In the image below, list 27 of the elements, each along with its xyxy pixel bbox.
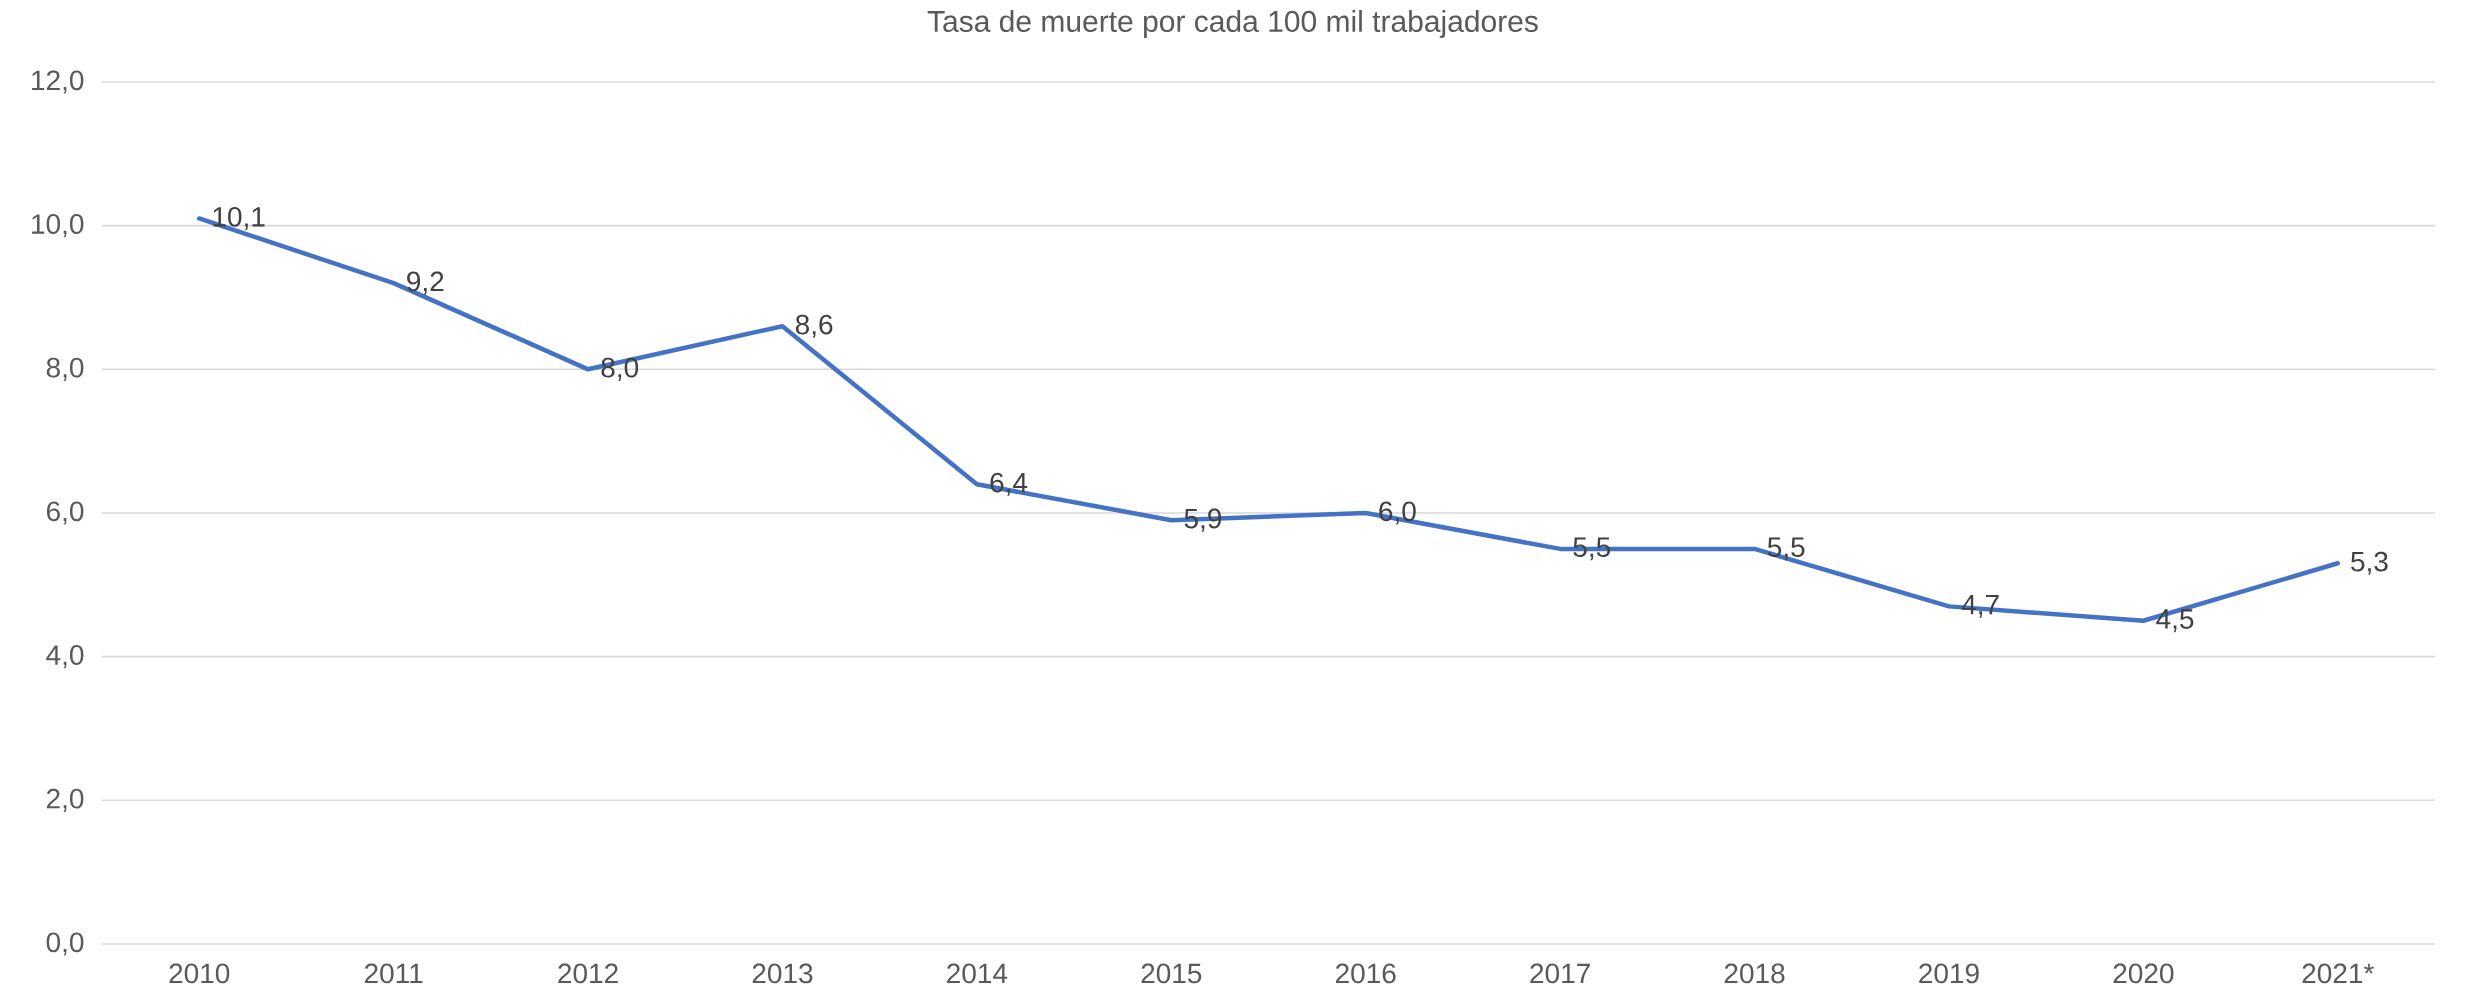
y-tick-label: 6,0 [46,501,84,525]
x-tick-label: 2010 [169,963,230,984]
data-label: 8,6 [795,314,833,338]
y-tick-label: 0,0 [46,932,84,956]
data-label: 5,3 [2351,551,2388,575]
chart-title: Tasa de muerte por cada 100 mil trabajadores [927,10,1538,38]
y-tick-label: 4,0 [46,645,84,669]
y-tick-label: 2,0 [46,788,84,812]
y-tick-label: 10,0 [32,214,84,238]
x-tick-label: 2016 [1335,963,1396,984]
x-tick-label: 2012 [558,963,618,984]
x-tick-label: 2011 [364,963,423,984]
x-tick-label: 2017 [1530,963,1590,984]
data-label: 9,2 [407,271,444,295]
data-label: 10,1 [213,206,265,231]
x-tick-label: 2019 [1919,963,1979,984]
x-tick-label: 2021* [2302,963,2374,984]
x-tick-label: 2014 [947,963,1008,984]
x-tick-label: 2013 [752,963,813,984]
x-tick-label: 2018 [1724,963,1785,984]
x-tick-label: 2020 [2113,963,2174,984]
x-tick-label: 2015 [1141,963,1202,984]
data-label: 4,5 [2156,609,2194,633]
data-label: 5,5 [1767,537,1805,561]
y-tick-label: 12,0 [32,70,84,94]
data-label: 8,0 [601,357,639,381]
y-tick-label: 8,0 [46,357,84,381]
